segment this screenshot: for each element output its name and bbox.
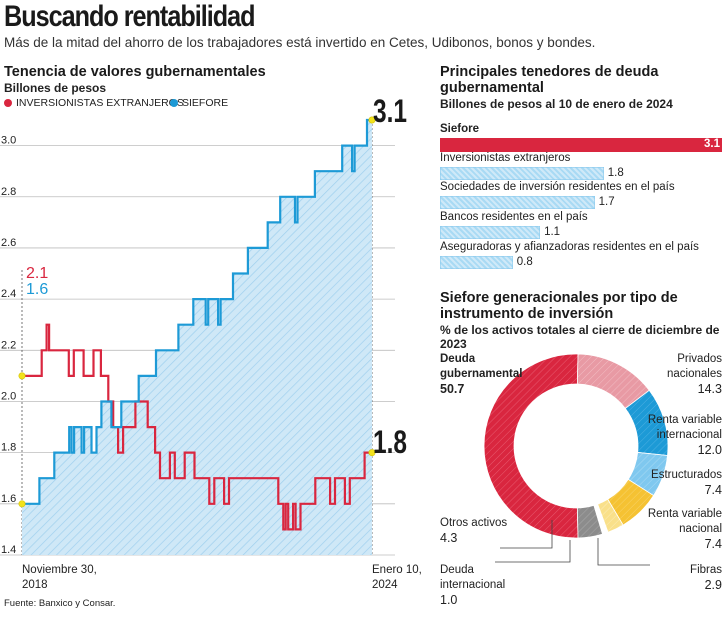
donut-value-label: 12.0 [697,443,722,457]
donut-chart-title: Siefore generacionales por tipo de instr… [440,290,678,322]
x-label-end-line2: 2024 [372,579,398,591]
donut-category-label: Fibras 2.9 [627,563,722,593]
donut-category-label: Deuda gubernamental 50.7 [440,352,535,397]
line-chart-labels: 2.11.6 3.1 1.8 [18,93,407,508]
x-label-start-line2: 2018 [22,579,48,591]
y-tick-label: 1.8 [1,442,16,454]
series-line-siefore [22,118,372,505]
y-tick-label: 3.0 [1,135,16,147]
legend-blue-dot-icon [170,99,178,107]
bar [440,196,595,209]
donut-category-name: Renta variable nacional [647,508,722,535]
leader-line [597,538,650,566]
leader-line [495,540,571,563]
page-subtitle: Más de la mitad del ahorro de los trabaj… [4,35,596,50]
donut-value-label: 1.0 [440,593,458,607]
donut-category-label: Otros activos 4.3 [440,516,535,546]
bar-category-label: Aseguradoras y afianzadoras residentes e… [440,241,699,253]
leader-line [500,520,553,549]
bar [440,167,604,180]
donut-slice [483,353,579,539]
legend-red-dot-icon [4,99,12,107]
y-tick-label: 1.4 [1,544,16,556]
donut-value-label: 14.3 [697,382,722,396]
bar-value-label: 3.1 [704,138,720,150]
bar-value-label: 1.1 [544,226,561,238]
x-label-end: Enero 10, 2024 [372,563,422,593]
donut-category-name: Otros activos [440,517,508,529]
endpoint-marker [368,116,376,124]
bar-chart-subtitle: Billones de pesos al 10 de enero de 2024 [440,97,673,111]
bar [440,226,541,239]
line-chart-title: Tenencia de valores gubernamentales [4,64,266,80]
donut-category-label: Estructurados 7.4 [627,468,722,498]
donut-value-label: 7.4 [704,537,722,551]
donut-chart [483,353,669,566]
y-tick-label: 2.6 [1,237,16,249]
bar-category-label: Siefore [440,123,479,135]
donut-category-label: Renta variable internacional 12.0 [627,413,722,458]
bar-value-label: 1.8 [607,167,624,179]
legend-label-extranjeros: INVERSIONISTAS EXTRANJEROS [16,97,184,109]
donut-value-label: 50.7 [440,382,465,396]
donut-category-name: Fibras [690,564,722,576]
page-title: Buscando rentabilidad [4,0,255,33]
start-label-extranjeros: 2.1 [26,265,48,282]
x-label-end-line1: Enero 10, [372,564,422,576]
legend-item-extranjeros: INVERSIONISTAS EXTRANJEROS [4,97,184,109]
donut-value-label: 7.4 [704,483,722,497]
bar-category-label: Inversionistas extranjeros [440,152,571,164]
start-label-siefore: 1.6 [26,281,48,298]
donut-category-label: Privados nacionales 14.3 [627,352,722,397]
bar-value-label: 1.7 [598,196,615,208]
y-tick-label: 2.8 [1,186,16,198]
y-tick-label: 2.2 [1,339,16,351]
bar-category-label: Bancos residentes en el país [440,211,588,223]
line-series-group [22,118,372,531]
bar [440,138,722,152]
end-label-extranjeros: 1.8 [373,424,407,460]
siefore-area-fill [22,120,372,555]
bar-category-label: Sociedades de inversión residentes en el… [440,181,675,193]
source-note: Fuente: Banxico y Consar. [4,598,116,609]
legend-label-siefore: SIEFORE [182,97,229,109]
endpoint-marker [18,500,26,508]
donut-category-name: Estructurados [651,469,722,481]
series-line-extranjeros [22,323,372,531]
y-tick-label: 1.6 [1,493,16,505]
donut-category-label: Renta variable nacional 7.4 [627,507,722,552]
donut-value-label: 4.3 [440,531,458,545]
bar-value-label: 0.8 [516,256,533,268]
bar-chart-title: Principales tenedores de deuda gubername… [440,64,659,96]
donut-category-label: Deuda internacional 1.0 [440,563,535,608]
donut-category-name: Privados nacionales [667,353,722,380]
legend-item-siefore: SIEFORE [170,97,228,109]
donut-category-name: Deuda internacional [440,564,506,591]
siefore-area [22,120,372,555]
donut-value-label: 2.9 [704,578,722,592]
line-chart-subtitle: Billones de pesos [4,81,107,95]
donut-category-name: Renta variable internacional [647,414,722,441]
bar [440,256,513,269]
endpoint-marker [368,449,376,457]
end-label-siefore: 3.1 [373,93,407,129]
x-label-start: Noviembre 30, 2018 [22,563,97,593]
donut-category-name: Deuda gubernamental [440,353,523,380]
donut-slice [576,504,603,539]
y-tick-label: 2.4 [1,288,16,300]
x-label-start-line1: Noviembre 30, [22,564,97,576]
endpoint-marker [18,372,26,380]
y-tick-label: 2.0 [1,390,16,402]
donut-chart-subtitle: % de los activos totales al cierre de di… [440,323,720,351]
